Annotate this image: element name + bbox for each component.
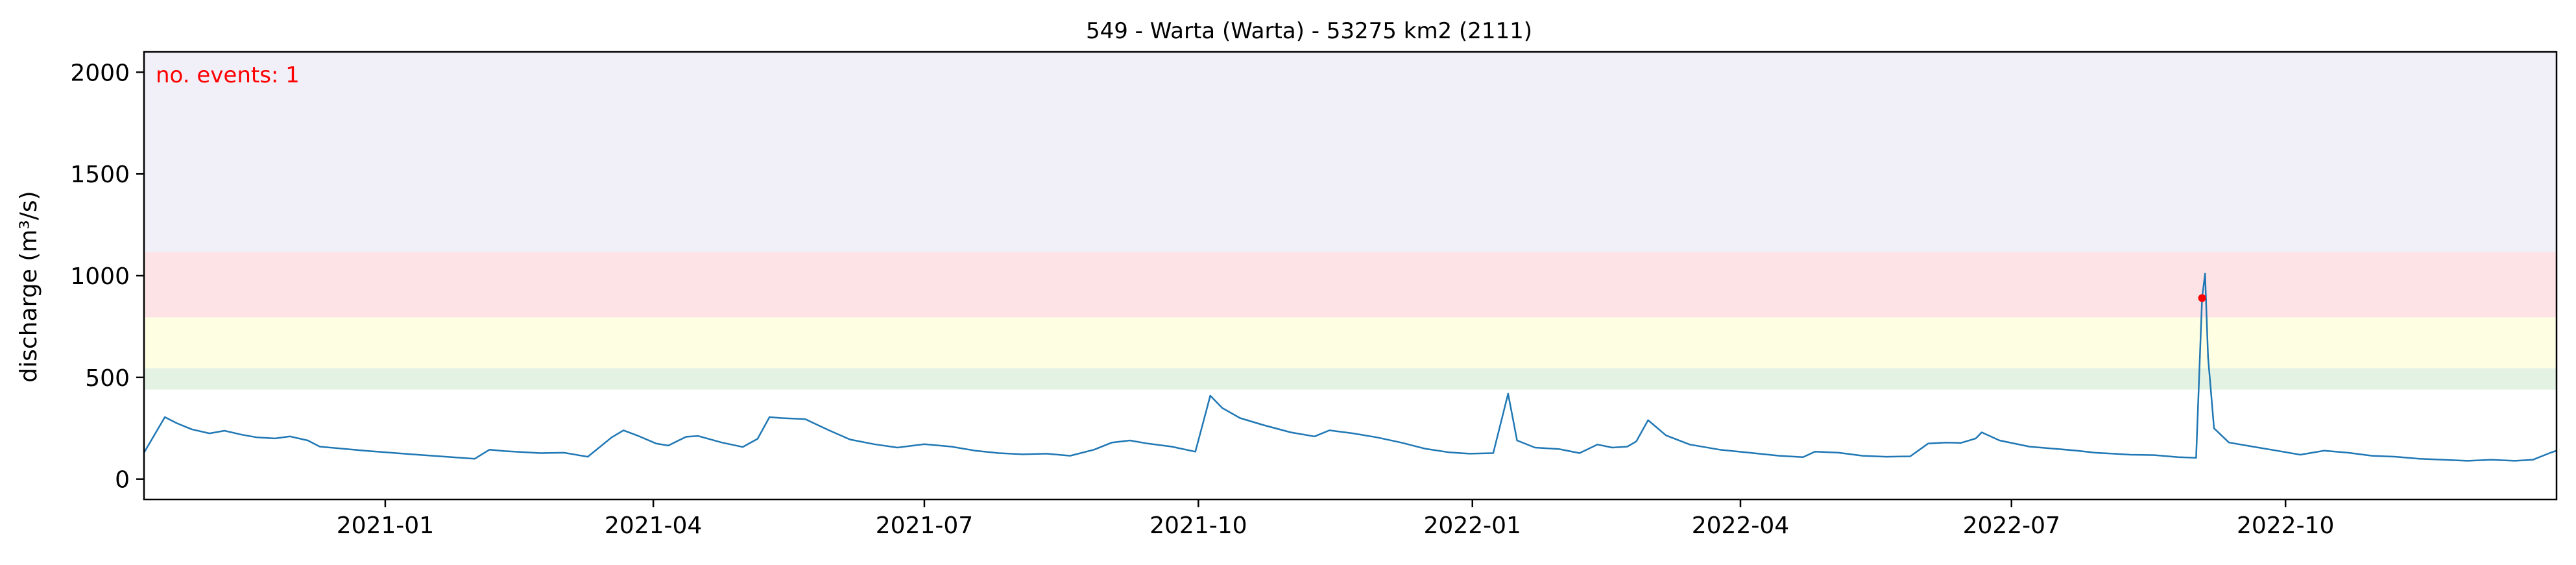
chart-title: 549 - Warta (Warta) - 53275 km2 (2111) — [1086, 18, 1532, 44]
y-tick-label-3: 1500 — [70, 162, 130, 188]
y-tick-label-2: 1000 — [70, 263, 130, 290]
x-tick-label-3: 2021-10 — [1150, 512, 1247, 539]
threshold-band-3 — [144, 52, 2557, 252]
x-tick-label-6: 2022-07 — [1963, 512, 2060, 539]
y-tick-label-4: 2000 — [70, 60, 130, 86]
event-markers — [2198, 294, 2206, 302]
y-axis: 0 500 1000 1500 2000 — [70, 60, 144, 494]
y-axis-label: discharge (m³/s) — [16, 191, 42, 382]
x-tick-label-7: 2022-10 — [2237, 512, 2334, 539]
x-tick-label-5: 2022-04 — [1692, 512, 1789, 539]
threshold-bands — [144, 52, 2557, 390]
events-count-label: no. events: 1 — [156, 62, 300, 88]
threshold-band-1 — [144, 317, 2557, 368]
series-lines — [143, 272, 2557, 462]
threshold-band-0 — [144, 368, 2557, 390]
y-tick-label-0: 0 — [115, 467, 130, 494]
threshold-band-2 — [144, 252, 2557, 318]
event-marker-0 — [2198, 294, 2206, 302]
x-tick-label-2: 2021-07 — [876, 512, 973, 539]
x-tick-label-0: 2021-01 — [337, 512, 434, 539]
x-tick-label-1: 2021-04 — [605, 512, 702, 539]
y-tick-label-1: 500 — [85, 365, 130, 392]
x-tick-label-4: 2022-01 — [1424, 512, 1521, 539]
series-line-0 — [143, 272, 2557, 462]
x-axis: 2021-01 2021-04 2021-07 2021-10 2022-01 2022-… — [337, 499, 2334, 539]
